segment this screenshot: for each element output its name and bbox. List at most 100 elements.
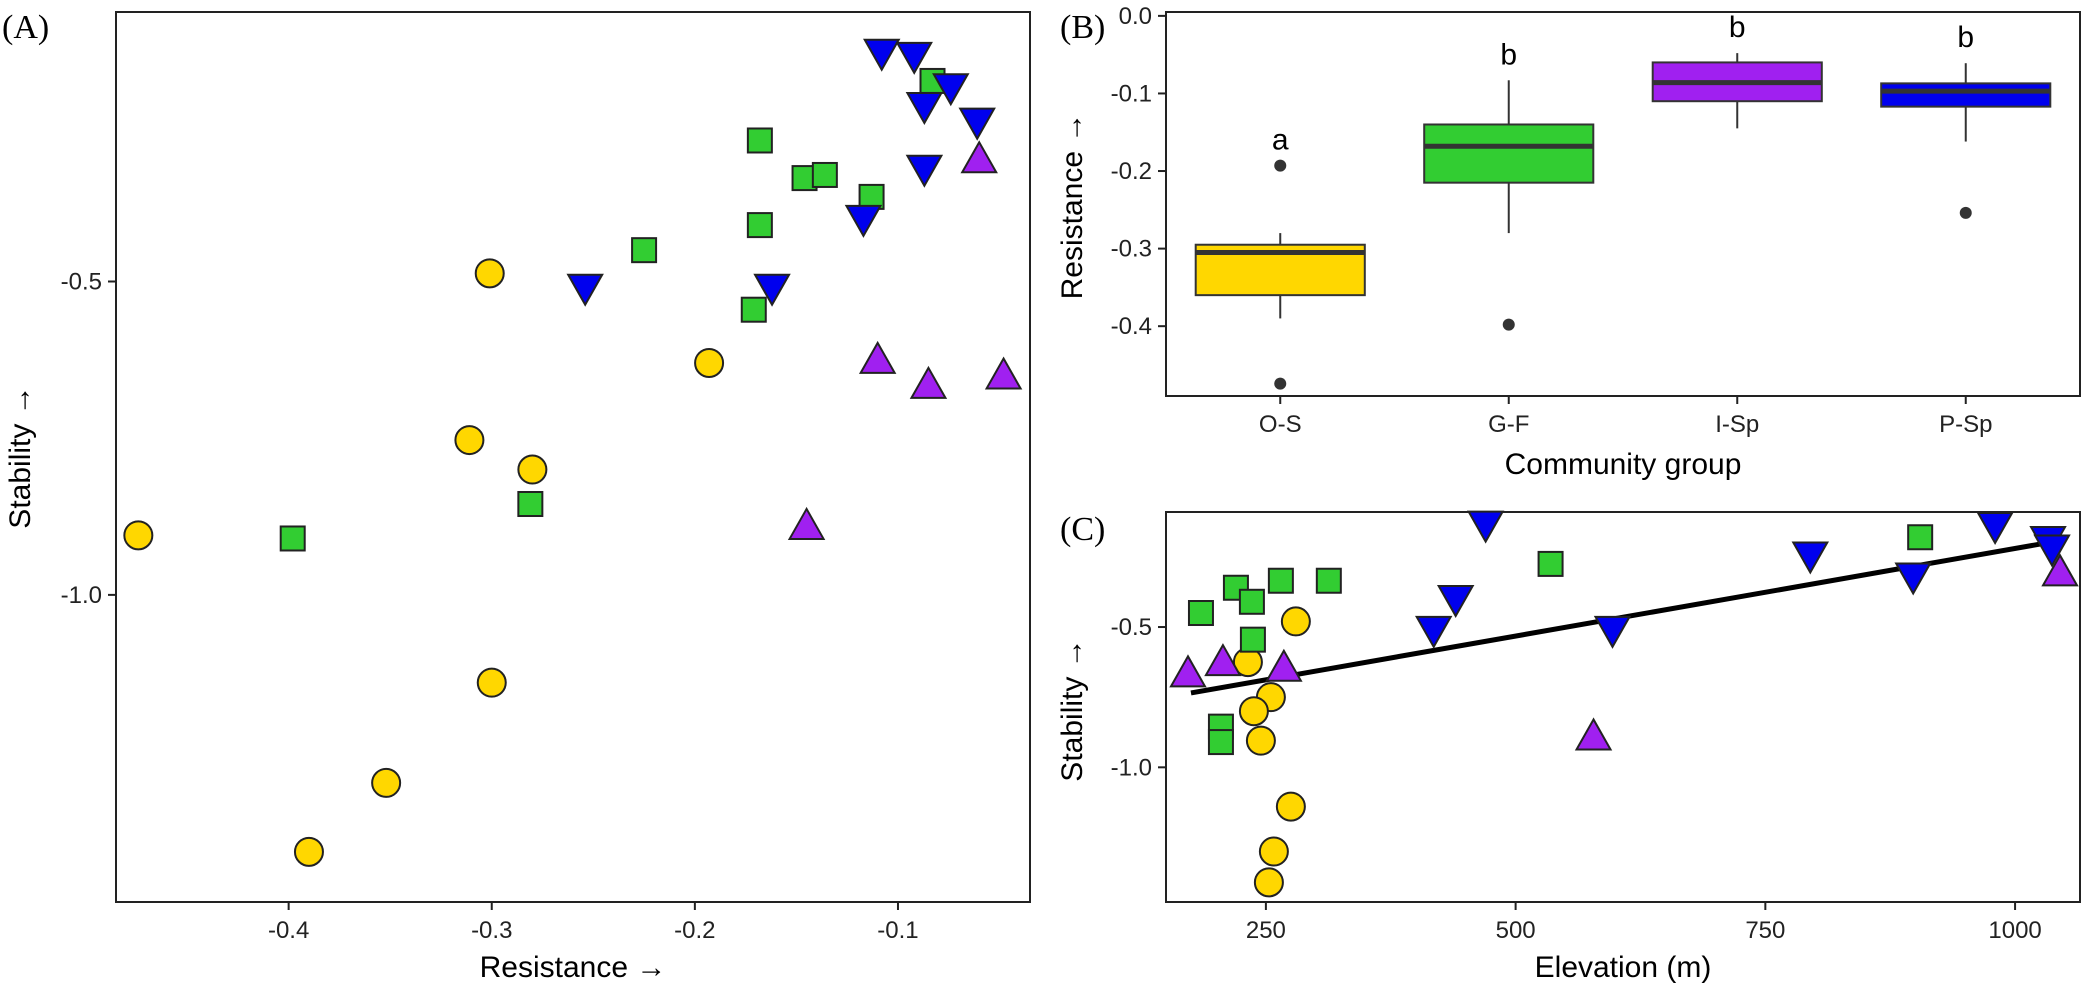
point-o-s: [1245, 725, 1276, 756]
panel-b-plot-frame: [1165, 11, 2081, 397]
point-g-f: [1267, 567, 1294, 594]
point-p-sp: [1791, 541, 1830, 575]
panel-b-y-axis-title: Resistance →: [1056, 113, 1089, 300]
point-g-f: [631, 237, 658, 264]
panel-c-letter: (C): [1060, 511, 1105, 548]
x-tick-label: 500: [1496, 917, 1536, 944]
box-body: [1423, 123, 1595, 184]
point-g-f: [279, 525, 306, 552]
point-p-sp: [1466, 510, 1505, 544]
point-i-sp: [909, 365, 948, 399]
point-p-sp: [753, 273, 791, 307]
panel-a-points: [123, 38, 1023, 867]
box-p-sp: b: [1880, 21, 2052, 219]
point-g-f: [740, 296, 767, 323]
panel-c-y-ticks: -1.0 -0.5: [1111, 614, 1166, 781]
point-p-sp: [932, 73, 970, 107]
panel-b-boxes: a b b b: [1194, 11, 2052, 390]
panel-a-plot-frame: [115, 11, 1031, 903]
panel-a-y-axis-title: Stability →: [4, 385, 37, 528]
point-i-sp: [858, 340, 897, 374]
point-i-sp: [2041, 553, 2079, 587]
box-o-s: a: [1194, 124, 1366, 390]
point-o-s: [1280, 606, 1311, 637]
y-tick-label: -0.2: [1111, 158, 1152, 185]
y-tick-label: -0.4: [1111, 313, 1152, 340]
point-o-s: [476, 667, 507, 698]
panel-a-x-axis-title: Resistance →: [480, 951, 667, 984]
point-o-s: [293, 836, 324, 867]
series-g-f: [279, 67, 946, 552]
point-p-sp: [863, 38, 901, 72]
point-o-s: [1253, 867, 1284, 898]
point-p-sp: [2033, 534, 2071, 568]
x-tick-label: 750: [1745, 917, 1785, 944]
x-tick-label: -0.2: [674, 917, 715, 944]
outlier-point: [1502, 318, 1515, 331]
outlier-point: [1274, 377, 1287, 390]
y-tick-label: -0.1: [1111, 80, 1152, 107]
outlier-point: [1959, 206, 1972, 219]
panel-a: (A) -0.4 -0.3 -0.2 -0.1 -1.0 -0.5 Resistance…: [2, 9, 1031, 984]
point-p-sp: [905, 92, 944, 126]
point-i-sp: [1169, 654, 1207, 688]
panel-a-x-ticks: -0.4 -0.3 -0.2 -0.1: [268, 902, 919, 944]
point-g-f: [1315, 567, 1342, 594]
point-g-f: [746, 127, 773, 154]
panel-b-x-axis-title: Community group: [1505, 448, 1742, 481]
panel-c-plot-frame: [1165, 511, 2081, 903]
y-tick-label: -0.5: [1111, 614, 1152, 641]
point-i-sp: [787, 506, 826, 540]
point-o-s: [123, 520, 154, 551]
x-tick-label: 1000: [1988, 917, 2041, 944]
significance-letter: b: [1957, 21, 1974, 54]
series-g-f: [1187, 524, 1934, 756]
y-tick-label: -0.3: [1111, 236, 1152, 263]
series-i-sp: [1169, 553, 2079, 751]
series-i-sp: [787, 140, 1023, 540]
significance-letter: a: [1272, 124, 1289, 157]
point-p-sp: [566, 273, 604, 307]
x-tick-label: -0.3: [471, 917, 512, 944]
point-g-f: [746, 212, 773, 239]
point-p-sp: [1894, 562, 1932, 596]
panel-c: (C) 250 500 750 1000 -1.0 -0.5 Elevation (m)…: [1056, 510, 2081, 984]
x-tick-label: O-S: [1259, 411, 1302, 438]
x-tick-label: -0.1: [877, 917, 918, 944]
series-p-sp: [566, 38, 996, 307]
x-tick-label: G-F: [1488, 411, 1529, 438]
panel-a-letter: (A): [2, 9, 49, 46]
series-o-s: [1232, 606, 1311, 898]
point-p-sp: [905, 154, 944, 188]
point-p-sp: [895, 41, 933, 75]
x-tick-label: 250: [1246, 917, 1286, 944]
point-i-sp: [1574, 717, 1613, 751]
point-o-s: [694, 347, 725, 378]
point-g-f: [1907, 524, 1934, 551]
panel-b-letter: (B): [1060, 9, 1105, 46]
point-o-s: [371, 767, 402, 798]
series-p-sp: [1414, 510, 2071, 649]
point-g-f: [1238, 588, 1265, 615]
point-i-sp: [1204, 643, 1242, 677]
panel-b-y-ticks: 0.0 -0.1 -0.2 -0.3 -0.4: [1111, 3, 1166, 340]
y-tick-label: -0.5: [61, 269, 102, 296]
outlier-point: [1274, 159, 1287, 172]
point-o-s: [474, 258, 505, 289]
point-o-s: [517, 454, 548, 485]
point-p-sp: [844, 204, 883, 238]
series-o-s: [123, 258, 725, 867]
panel-c-y-axis-title: Stability →: [1056, 638, 1089, 781]
point-p-sp: [1414, 615, 1453, 649]
point-g-f: [1207, 729, 1234, 756]
x-tick-label: P-Sp: [1939, 411, 1992, 438]
point-p-sp: [1593, 615, 1632, 649]
panel-c-x-ticks: 250 500 750 1000: [1246, 902, 2042, 944]
box-i-sp: b: [1651, 11, 1823, 129]
panel-a-y-ticks: -1.0 -0.5: [61, 269, 116, 609]
x-tick-label: -0.4: [268, 917, 309, 944]
box-body: [1880, 82, 2052, 108]
point-g-f: [1239, 626, 1266, 653]
point-p-sp: [958, 107, 996, 141]
